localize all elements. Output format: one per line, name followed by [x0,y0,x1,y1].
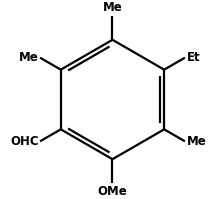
Text: OMe: OMe [98,185,127,198]
Text: OHC: OHC [10,135,38,148]
Text: Me: Me [19,51,38,64]
Text: Me: Me [186,135,206,148]
Text: Me: Me [103,1,122,14]
Text: Et: Et [186,51,200,64]
